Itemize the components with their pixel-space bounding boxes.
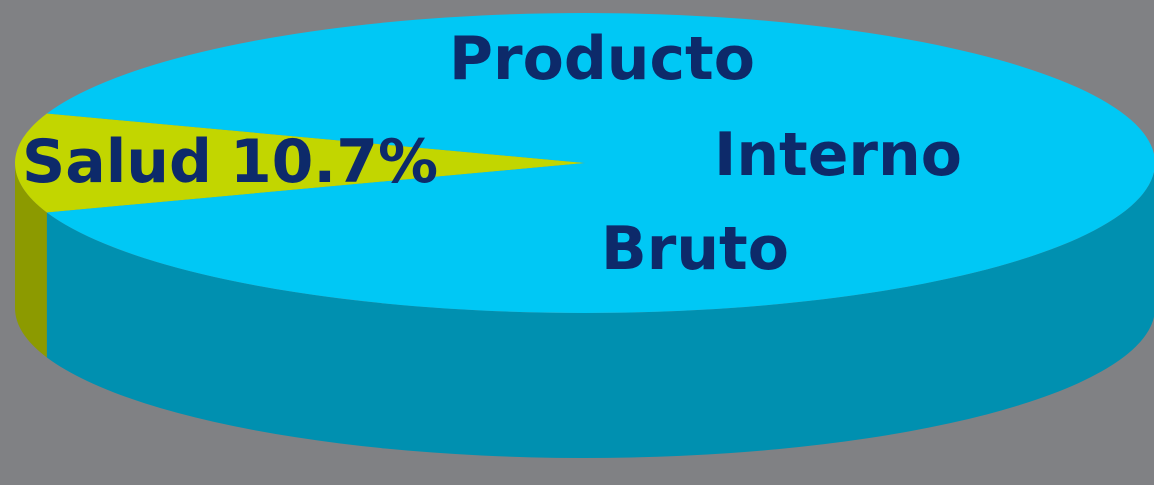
slice-side [46, 171, 1154, 458]
slice [14, 113, 586, 213]
slice-side [15, 163, 47, 358]
category-label: Salud [22, 127, 212, 197]
slice-label: Salud 10.7% [22, 127, 438, 197]
slice [46, 13, 1154, 313]
pie-sides [15, 163, 1154, 458]
value-label: 10.7% [230, 127, 438, 197]
category-label: Producto Interno Bruto [449, 24, 962, 284]
pie-tops [14, 13, 1154, 313]
